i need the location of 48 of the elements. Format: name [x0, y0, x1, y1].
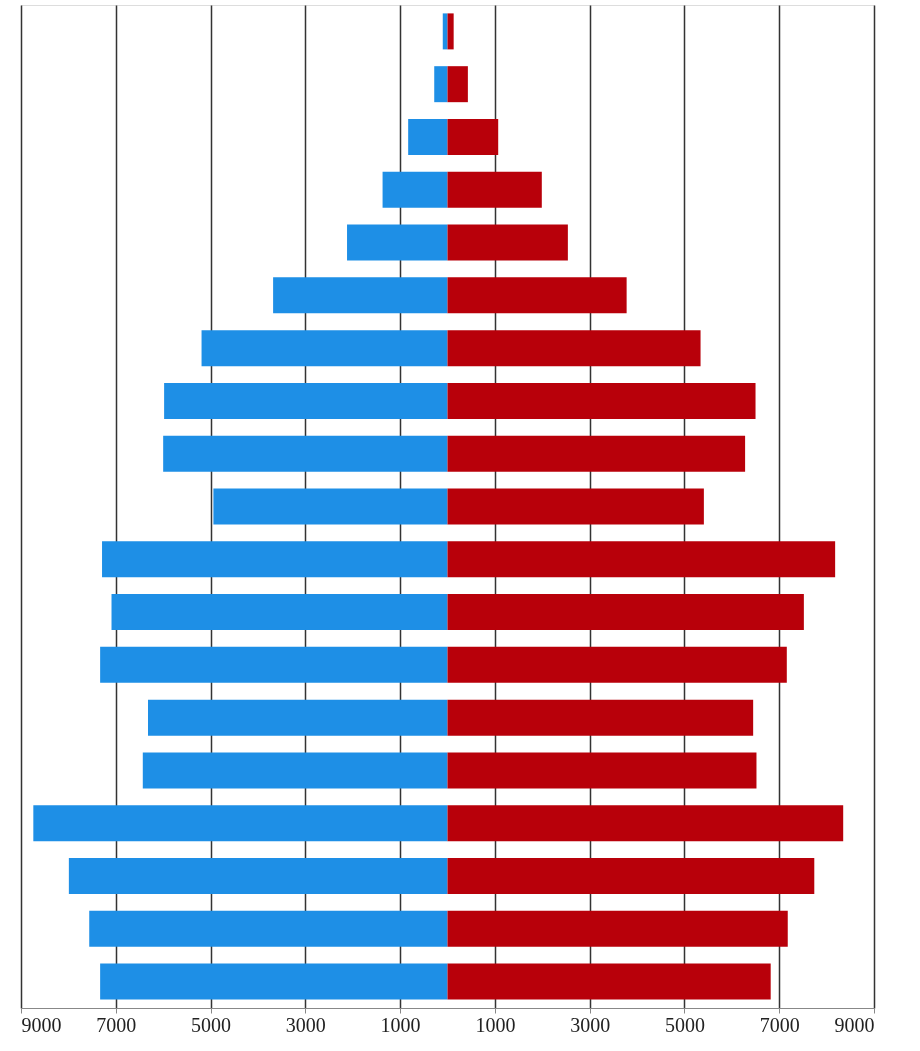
bar	[408, 118, 448, 155]
bar	[447, 277, 627, 314]
x-tick-label: 3000	[570, 1013, 611, 1036]
bar	[442, 13, 448, 50]
bar	[447, 910, 788, 947]
bar	[447, 646, 787, 683]
bar	[142, 752, 448, 789]
bar	[434, 66, 448, 103]
bar	[447, 224, 568, 261]
bar	[164, 382, 448, 419]
bar	[447, 171, 542, 208]
x-tick-label: 7000	[759, 1013, 800, 1036]
x-tick-label: 7000	[96, 1013, 137, 1036]
x-tick-label: 9000	[834, 1013, 875, 1036]
bar	[68, 858, 448, 895]
bar	[89, 910, 448, 947]
bar	[447, 382, 756, 419]
x-tick-label: 9000	[21, 1013, 62, 1036]
bar	[447, 330, 701, 367]
bar	[111, 594, 448, 631]
bar	[447, 699, 754, 736]
bar	[447, 752, 757, 789]
bar	[447, 805, 844, 842]
bar	[148, 699, 448, 736]
bar	[347, 224, 448, 261]
x-tick-label: 5000	[664, 1013, 705, 1036]
bar	[447, 858, 815, 895]
bar	[447, 118, 499, 155]
bar	[447, 435, 746, 472]
x-tick-label: 5000	[191, 1013, 232, 1036]
x-tick-label: 3000	[285, 1013, 326, 1036]
bar	[213, 488, 448, 525]
bar	[163, 435, 448, 472]
x-tick-label: 1000	[380, 1013, 421, 1036]
bar	[447, 66, 468, 103]
bar	[447, 594, 804, 631]
bar	[100, 963, 448, 1000]
bar	[201, 330, 448, 367]
bar	[447, 541, 836, 578]
bar	[33, 805, 448, 842]
bar	[447, 13, 454, 50]
bar	[100, 646, 448, 683]
bar	[273, 277, 448, 314]
bar	[102, 541, 448, 578]
bar	[447, 963, 771, 1000]
bar	[447, 488, 704, 525]
bar	[382, 171, 448, 208]
x-tick-label: 1000	[475, 1013, 516, 1036]
